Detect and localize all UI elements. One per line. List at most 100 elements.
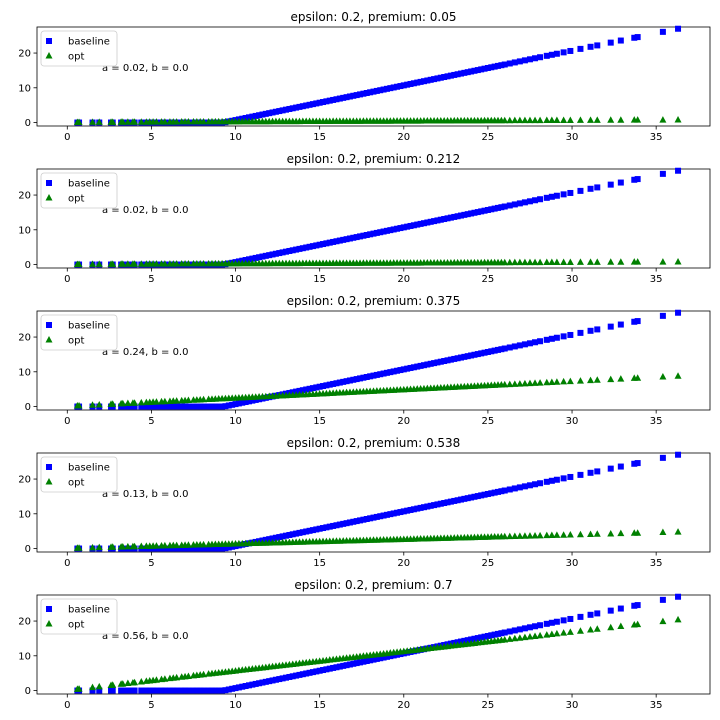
data-point-baseline: [427, 502, 434, 509]
data-point-baseline: [451, 71, 458, 78]
data-point-baseline: [316, 667, 323, 674]
data-point-baseline: [283, 106, 290, 113]
data-point-baseline: [553, 192, 560, 199]
data-point-baseline: [222, 545, 229, 552]
legend-label-baseline: baseline: [68, 605, 110, 616]
data-point-baseline: [323, 666, 330, 673]
data-point-baseline: [437, 358, 444, 365]
x-tick-label: 25: [482, 132, 495, 143]
data-point-baseline: [560, 475, 567, 482]
data-point-baseline: [138, 687, 145, 694]
data-point-baseline: [634, 318, 641, 325]
data-point-baseline: [607, 181, 614, 188]
x-tick-label: 10: [229, 132, 242, 143]
data-point-baseline: [370, 230, 377, 237]
data-point-baseline: [266, 678, 273, 685]
data-point-baseline: [560, 191, 567, 198]
data-point-baseline: [173, 545, 180, 552]
data-point-opt: [184, 118, 192, 125]
legend-marker-opt: [45, 478, 53, 485]
y-tick-label: 20: [18, 333, 31, 344]
data-point-baseline: [272, 534, 279, 541]
data-point-opt: [200, 395, 208, 403]
data-point-baseline: [464, 211, 471, 218]
data-point-baseline: [269, 535, 276, 542]
data-point-baseline: [548, 477, 555, 484]
data-point-baseline: [441, 216, 448, 223]
data-point-opt: [607, 116, 615, 123]
data-point-opt: [124, 399, 132, 407]
data-point-baseline: [367, 231, 374, 238]
legend-box: [40, 30, 118, 67]
data-point-baseline: [303, 244, 310, 251]
data-point-baseline: [336, 237, 343, 244]
data-point-baseline: [501, 345, 508, 352]
data-point-baseline: [313, 526, 320, 533]
data-point-baseline: [380, 86, 387, 93]
data-point-baseline: [279, 107, 286, 114]
data-point-baseline: [333, 664, 340, 671]
data-point-baseline: [543, 194, 550, 201]
data-point-baseline: [340, 378, 347, 385]
data-point-baseline: [380, 654, 387, 661]
legend: baseline opt: [40, 598, 118, 635]
data-point-baseline: [193, 545, 200, 552]
data-point-baseline: [380, 228, 387, 235]
data-point-baseline: [208, 403, 215, 410]
data-point-baseline: [225, 686, 232, 693]
data-point-baseline: [387, 369, 394, 376]
data-point-baseline: [471, 493, 478, 500]
data-point-baseline: [457, 212, 464, 219]
data-point-opt: [536, 258, 544, 266]
data-point-baseline: [225, 402, 232, 409]
data-point-baseline: [326, 97, 333, 104]
data-point-baseline: [279, 533, 286, 540]
data-point-baseline: [119, 403, 126, 410]
data-point-baseline: [444, 73, 451, 80]
data-point-baseline: [474, 67, 481, 74]
data-point-opt: [161, 260, 169, 267]
x-tick-label: 20: [397, 558, 410, 569]
data-point-opt: [587, 258, 595, 265]
data-point-opt: [89, 260, 97, 267]
data-point-opt: [566, 116, 574, 123]
data-point-baseline: [161, 403, 168, 410]
data-point-baseline: [276, 676, 283, 683]
data-point-baseline: [484, 206, 491, 213]
data-point-baseline: [173, 687, 180, 694]
data-point-opt: [531, 531, 539, 539]
data-point-opt: [131, 542, 139, 550]
data-point-baseline: [146, 403, 153, 410]
data-point-baseline: [340, 662, 347, 669]
data-point-baseline: [400, 508, 407, 515]
data-point-baseline: [269, 109, 276, 116]
data-point-baseline: [404, 365, 411, 372]
data-point-opt: [576, 627, 584, 634]
data-point-opt: [124, 679, 132, 687]
subplot-title: epsilon: 0.2, premium: 0.05: [290, 10, 456, 24]
data-point-baseline: [526, 482, 533, 489]
data-point-baseline: [537, 196, 544, 203]
data-point-baseline: [631, 176, 638, 183]
x-tick-label: 30: [566, 700, 579, 711]
data-point-opt: [173, 260, 181, 267]
data-point-baseline: [252, 396, 259, 403]
data-point-opt: [75, 260, 83, 267]
data-point-baseline: [387, 85, 394, 92]
x-tick-label: 10: [229, 274, 242, 285]
data-point-opt: [587, 530, 595, 537]
legend: baseline opt: [40, 314, 118, 351]
data-point-opt: [119, 680, 127, 687]
data-point-baseline: [607, 465, 614, 472]
data-point-baseline: [363, 658, 370, 664]
data-point-baseline: [293, 530, 300, 537]
data-point-opt: [506, 116, 514, 124]
data-point-baseline: [205, 403, 212, 410]
data-point-baseline: [444, 499, 451, 506]
data-point-baseline: [309, 527, 316, 534]
data-point-baseline: [166, 545, 173, 552]
data-point-baseline: [400, 366, 407, 373]
data-point-baseline: [326, 665, 333, 672]
data-point-baseline: [501, 629, 508, 636]
data-point-baseline: [316, 99, 323, 106]
